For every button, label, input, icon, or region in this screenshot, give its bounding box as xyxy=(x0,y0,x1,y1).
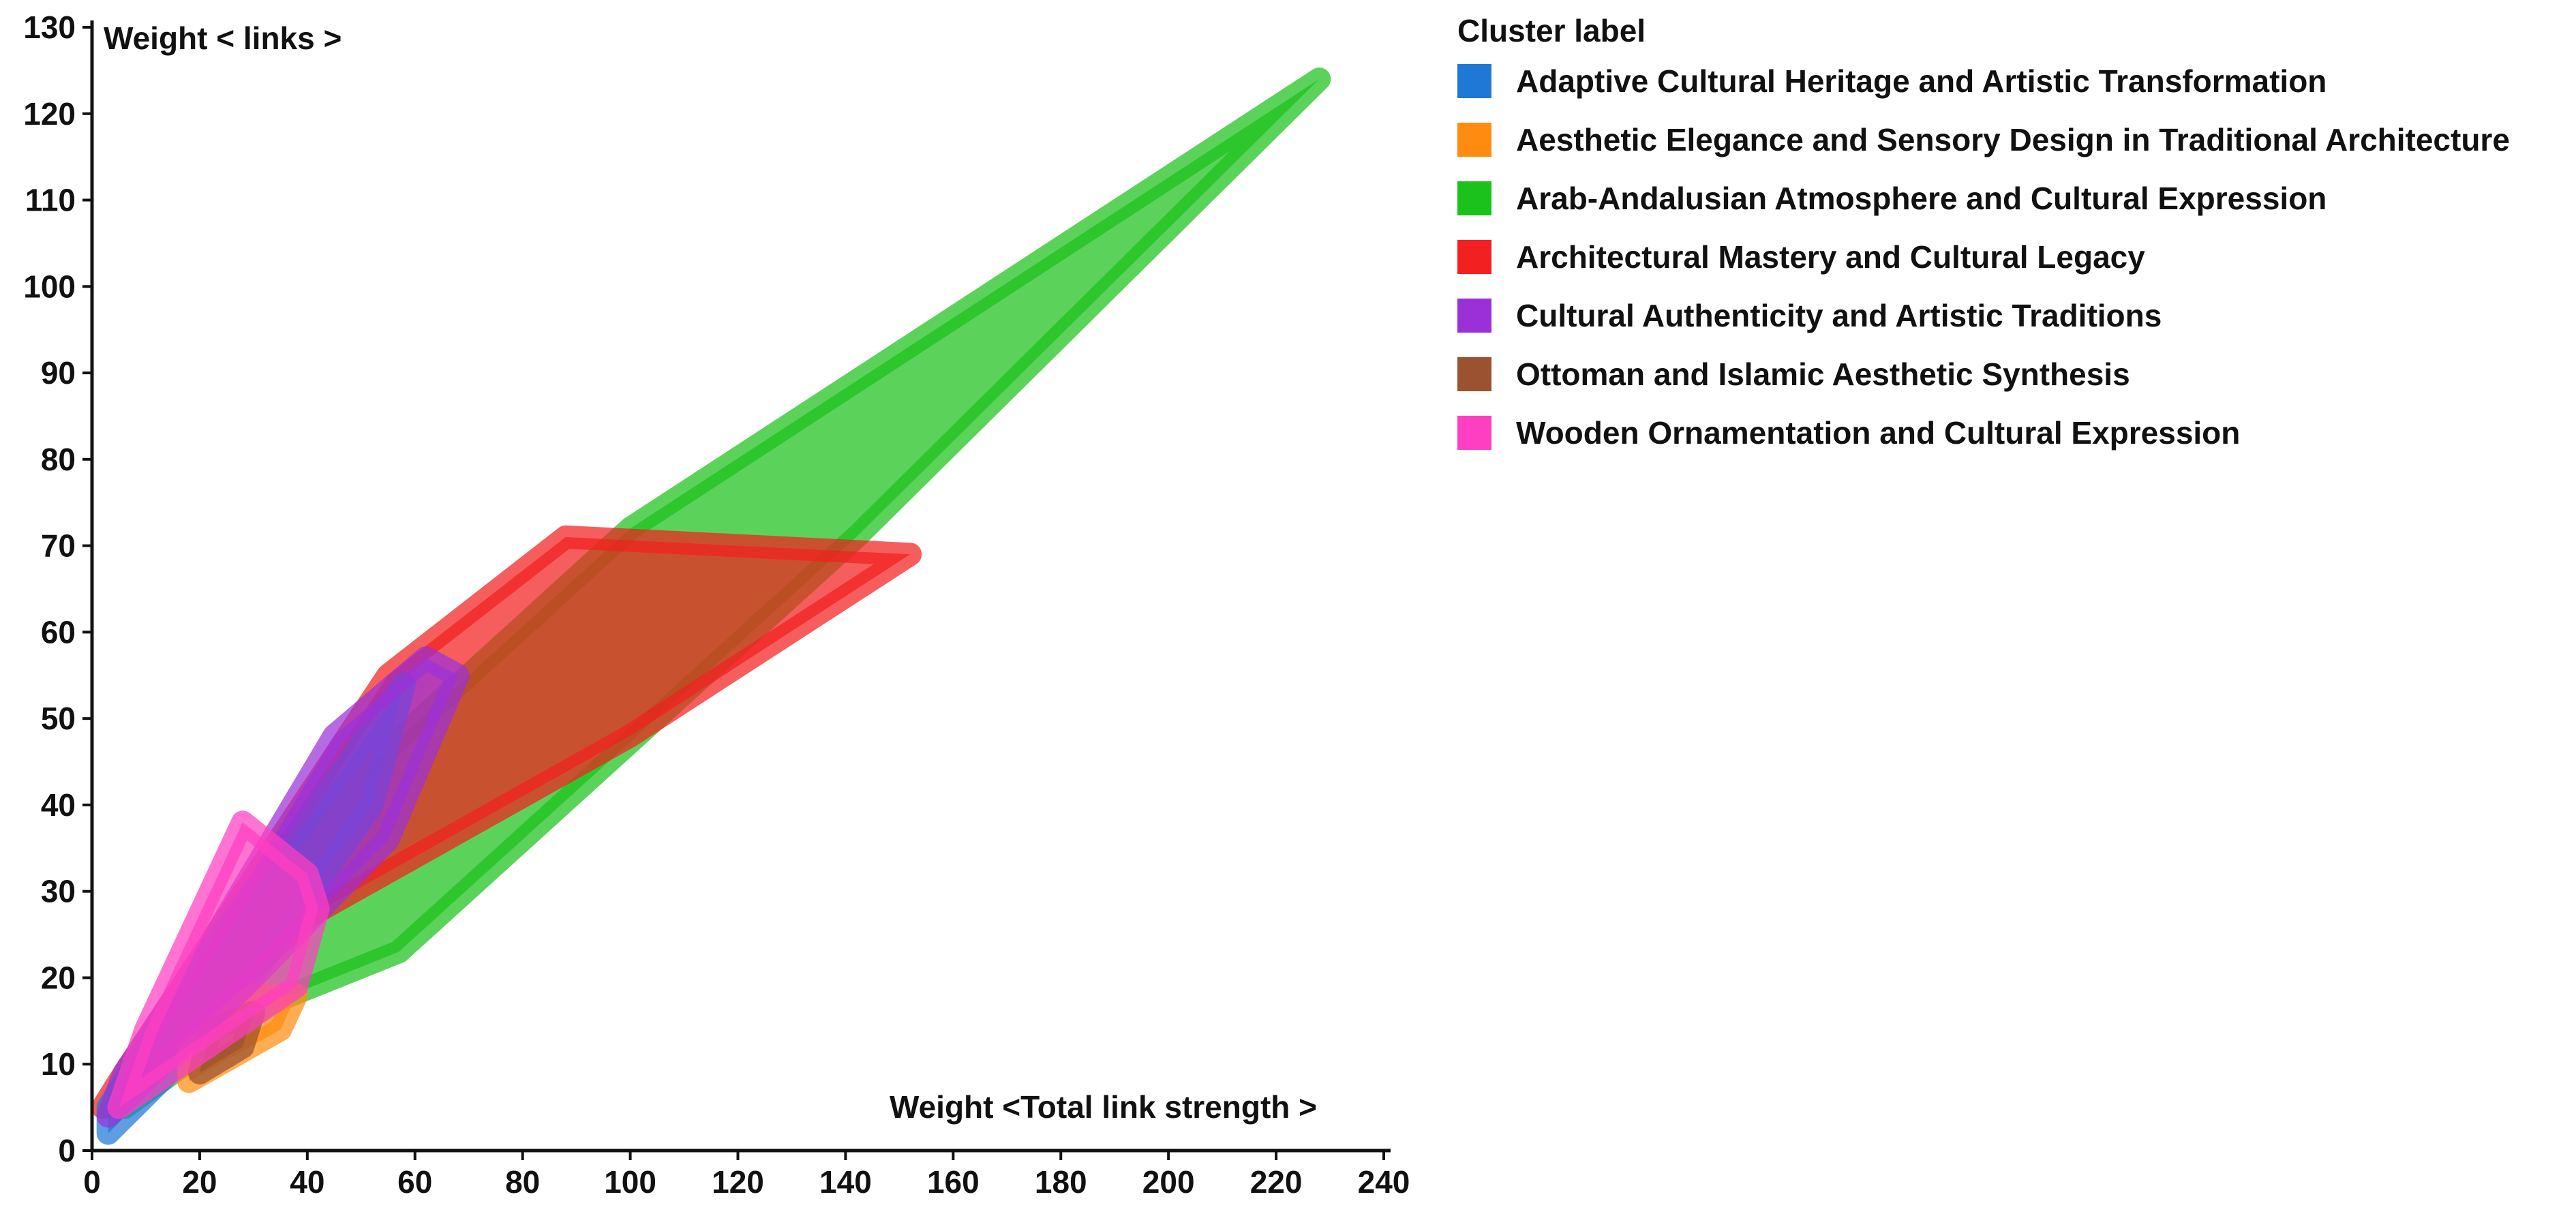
y-tick-label: 100 xyxy=(23,269,76,304)
legend-item-wooden-ornamentation-and-cultural-expression: Wooden Ornamentation and Cultural Expres… xyxy=(1457,404,2569,462)
y-axis-title: Weight < links > xyxy=(104,20,342,56)
x-tick-label: 80 xyxy=(505,1164,540,1200)
legend-swatch xyxy=(1457,64,1491,98)
legend-label: Ottoman and Islamic Aesthetic Synthesis xyxy=(1516,356,2130,392)
x-tick-label: 240 xyxy=(1358,1164,1410,1200)
legend-swatch xyxy=(1457,357,1491,391)
x-tick-label: 20 xyxy=(182,1164,217,1200)
y-tick-label: 10 xyxy=(41,1046,76,1082)
legend-swatch xyxy=(1457,299,1491,333)
x-tick-label: 180 xyxy=(1035,1164,1087,1200)
x-tick-label: 40 xyxy=(290,1164,324,1200)
legend-item-adaptive-cultural-heritage-and-artistic-transformation: Adaptive Cultural Heritage and Artistic … xyxy=(1457,52,2569,110)
x-tick-label: 120 xyxy=(712,1164,764,1200)
legend-label: Cultural Authenticity and Artistic Tradi… xyxy=(1516,298,2162,333)
x-tick-label: 200 xyxy=(1142,1164,1195,1200)
y-tick-label: 0 xyxy=(58,1133,76,1168)
legend-swatch xyxy=(1457,181,1491,215)
x-tick-label: 160 xyxy=(927,1164,980,1200)
y-tick-label: 80 xyxy=(41,442,76,477)
y-tick-label: 40 xyxy=(41,787,76,823)
x-tick-label: 60 xyxy=(397,1164,432,1200)
legend-item-aesthetic-elegance-and-sensory-design-in-traditional-architecture: Aesthetic Elegance and Sensory Design in… xyxy=(1457,110,2569,169)
y-tick-label: 120 xyxy=(23,96,76,132)
y-tick-label: 70 xyxy=(41,528,76,564)
y-tick-label: 90 xyxy=(41,355,76,391)
cluster-areas xyxy=(91,67,1331,1145)
legend-swatch xyxy=(1457,416,1491,450)
legend-item-ottoman-and-islamic-aesthetic-synthesis: Ottoman and Islamic Aesthetic Synthesis xyxy=(1457,345,2569,404)
legend-label: Arab-Andalusian Atmosphere and Cultural … xyxy=(1516,181,2327,216)
x-tick-label: 140 xyxy=(819,1164,872,1200)
legend-title: Cluster label xyxy=(1457,13,1646,48)
legend-label: Architectural Mastery and Cultural Legac… xyxy=(1516,239,2145,275)
y-axis-ticks: 0 10 20 30 40 50 60 70 80 90 100 110 120 130 xyxy=(23,10,92,1168)
y-tick-label: 30 xyxy=(41,874,76,909)
legend-label: Aesthetic Elegance and Sensory Design in… xyxy=(1516,122,2510,157)
legend-swatch xyxy=(1457,123,1491,157)
x-tick-label: 0 xyxy=(83,1164,101,1200)
legend-items: Adaptive Cultural Heritage and Artistic … xyxy=(1457,52,2569,462)
y-tick-label: 50 xyxy=(41,701,76,736)
legend-item-cultural-authenticity-and-artistic-traditions: Cultural Authenticity and Artistic Tradi… xyxy=(1457,286,2569,345)
y-tick-label: 60 xyxy=(41,614,76,650)
y-tick-label: 20 xyxy=(41,960,76,995)
legend-label: Wooden Ornamentation and Cultural Expres… xyxy=(1516,415,2241,451)
cluster-area-wooden-ornamentation-and-cultural-expression xyxy=(107,810,330,1119)
y-tick-label: 110 xyxy=(25,183,76,218)
x-tick-label: 220 xyxy=(1250,1164,1303,1200)
y-tick-label: 130 xyxy=(23,10,76,45)
x-tick-label: 100 xyxy=(604,1164,656,1200)
x-axis-ticks: 0 20 40 60 80 100 120 140 160 180 200 220 240 xyxy=(83,1151,1410,1200)
legend-swatch xyxy=(1457,240,1491,274)
x-axis-title: Weight <Total link strength > xyxy=(890,1089,1317,1125)
legend: Cluster label Adaptive Cultural Heritage… xyxy=(1457,10,2569,462)
legend-label: Adaptive Cultural Heritage and Artistic … xyxy=(1516,63,2327,99)
legend-item-architectural-mastery-and-cultural-legacy: Architectural Mastery and Cultural Legac… xyxy=(1457,228,2569,286)
legend-item-arab-andalusian-atmosphere-and-cultural-expression: Arab-Andalusian Atmosphere and Cultural … xyxy=(1457,169,2569,228)
